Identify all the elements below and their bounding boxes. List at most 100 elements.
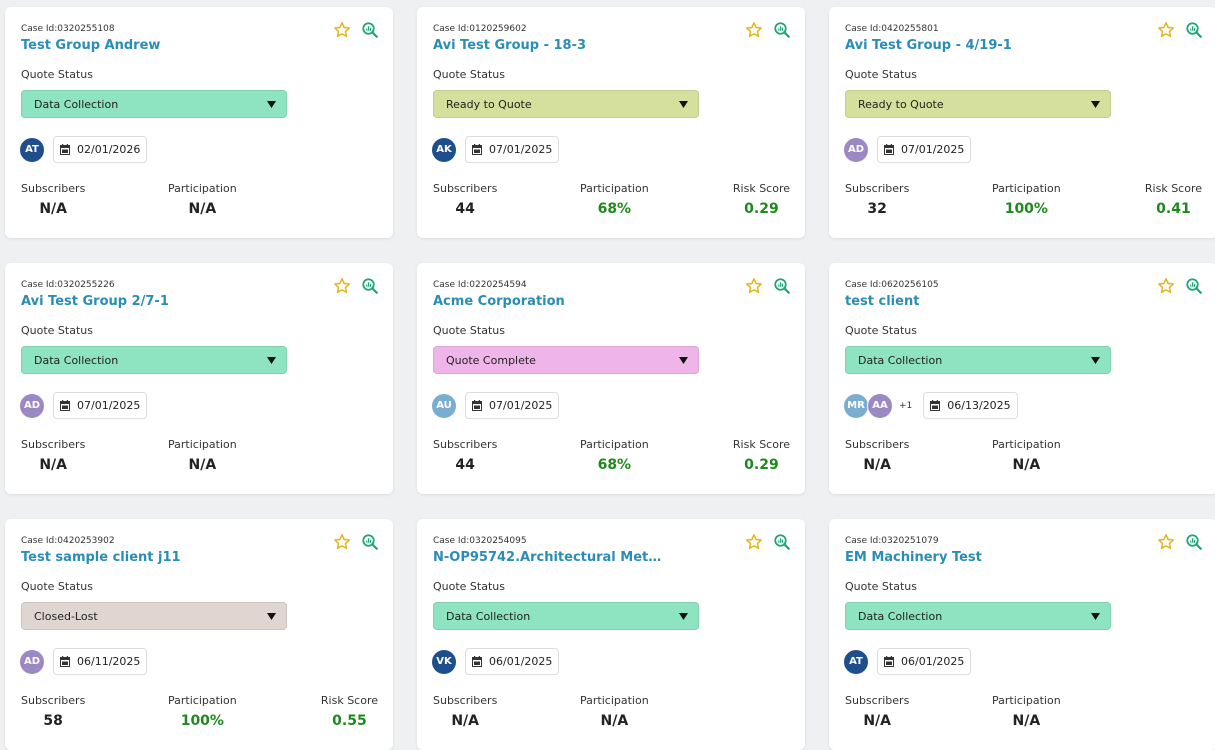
date-value: 06/13/2025 <box>947 399 1011 412</box>
analytics-search[interactable] <box>773 277 791 299</box>
date-picker[interactable]: 07/01/2025 <box>465 136 560 163</box>
quote-status-dropdown[interactable]: Closed-Lost <box>21 602 287 630</box>
metric-label: Subscribers <box>845 182 910 195</box>
analytics-search[interactable] <box>1185 21 1203 43</box>
metric: Participation N/A <box>992 438 1061 473</box>
case-title[interactable]: test client <box>845 294 920 309</box>
date-picker[interactable]: 02/01/2026 <box>53 136 148 163</box>
case-title[interactable]: Test Group Andrew <box>21 38 161 53</box>
metric-label: Subscribers <box>433 438 498 451</box>
quote-status-dropdown[interactable]: Data Collection <box>21 90 287 118</box>
favorite-star[interactable] <box>1157 21 1175 43</box>
card-actions <box>1157 21 1203 43</box>
quote-status-value: Closed-Lost <box>34 609 98 623</box>
date-picker[interactable]: 06/01/2025 <box>877 648 972 675</box>
assignee-row: VK 06/01/2025 <box>431 648 560 675</box>
quote-status-dropdown[interactable]: Data Collection <box>845 346 1111 374</box>
case-title[interactable]: N-OP95742.Architectural Met… <box>433 550 662 565</box>
favorite-star[interactable] <box>745 277 763 299</box>
case-id: Case Id:0120259602 <box>433 24 527 34</box>
date-picker[interactable]: 07/01/2025 <box>465 392 560 419</box>
metric-value: N/A <box>863 713 891 729</box>
assignee-row: AT 06/01/2025 <box>843 648 972 675</box>
case-card: Case Id:0320251079 EM Machinery Test Quote… <box>829 519 1215 750</box>
metric-label: Subscribers <box>21 694 86 707</box>
favorite-star[interactable] <box>1157 533 1175 555</box>
card-actions <box>333 533 379 555</box>
quote-status-dropdown[interactable]: Data Collection <box>21 346 287 374</box>
metric-label: Participation <box>168 438 237 451</box>
metric-value: 44 <box>455 201 475 217</box>
metric: Participation N/A <box>168 182 237 217</box>
quote-status-dropdown[interactable]: Data Collection <box>433 602 699 630</box>
case-title[interactable]: Avi Test Group 2/7-1 <box>21 294 169 309</box>
metric: Subscribers N/A <box>845 438 909 473</box>
card-actions <box>745 277 791 299</box>
metric: Participation N/A <box>992 694 1061 729</box>
case-title[interactable]: Avi Test Group - 4/19-1 <box>845 38 1012 53</box>
card-actions <box>745 21 791 43</box>
favorite-star[interactable] <box>1157 277 1175 299</box>
avatar: AD <box>843 136 869 163</box>
metric-value: N/A <box>188 201 217 217</box>
avatar: AD <box>19 392 45 419</box>
analytics-search[interactable] <box>773 533 791 555</box>
case-id: Case Id:0220254594 <box>433 280 527 290</box>
date-picker[interactable]: 07/01/2025 <box>53 392 148 419</box>
quote-status-dropdown[interactable]: Ready to Quote <box>845 90 1111 118</box>
assignee-row: AD 07/01/2025 <box>19 392 148 419</box>
quote-status-dropdown[interactable]: Quote Complete <box>433 346 699 374</box>
case-title[interactable]: Acme Corporation <box>433 294 565 309</box>
metric: Participation 100% <box>168 694 237 729</box>
quote-status-dropdown[interactable]: Data Collection <box>845 602 1111 630</box>
metric: Risk Score 0.41 <box>1145 182 1202 217</box>
dropdown-arrow <box>679 101 688 108</box>
case-title[interactable]: Avi Test Group - 18-3 <box>433 38 587 53</box>
assignee-row: AT 02/01/2026 <box>19 136 148 163</box>
date-picker[interactable]: 06/13/2025 <box>923 392 1018 419</box>
analytics-search[interactable] <box>773 21 791 43</box>
metric-label: Subscribers <box>845 694 910 707</box>
favorite-star[interactable] <box>333 277 351 299</box>
case-title[interactable]: Test sample client j11 <box>21 550 181 565</box>
card-actions <box>333 277 379 299</box>
date-value: 07/01/2025 <box>901 143 965 156</box>
date-value: 07/01/2025 <box>489 143 553 156</box>
analytics-search[interactable] <box>1185 277 1203 299</box>
metric-value: 0.29 <box>744 201 779 217</box>
metric-value: N/A <box>1012 713 1041 729</box>
favorite-star[interactable] <box>333 21 351 43</box>
case-card: Case Id:0320255108 Test Group Andrew Quote… <box>5 7 393 238</box>
case-title[interactable]: EM Machinery Test <box>845 550 982 565</box>
favorite-star[interactable] <box>745 533 763 555</box>
quote-status-dropdown[interactable]: Ready to Quote <box>433 90 699 118</box>
metric-value: 68% <box>597 201 632 217</box>
quote-status-label: Quote Status <box>21 68 93 81</box>
metric: Subscribers N/A <box>21 438 85 473</box>
favorite-star[interactable] <box>745 21 763 43</box>
favorite-star[interactable] <box>333 533 351 555</box>
metric-value: 68% <box>597 457 632 473</box>
quote-status-label: Quote Status <box>433 324 505 337</box>
metric: Participation N/A <box>580 694 649 729</box>
analytics-search[interactable] <box>361 277 379 299</box>
date-picker[interactable]: 06/01/2025 <box>465 648 560 675</box>
metric: Participation 68% <box>580 182 649 217</box>
quote-status-label: Quote Status <box>845 580 917 593</box>
dropdown-arrow <box>267 101 276 108</box>
card-actions <box>745 533 791 555</box>
avatar: AD <box>19 648 45 675</box>
avatar: AU <box>431 392 457 419</box>
dropdown-arrow <box>267 357 276 364</box>
metric-label: Subscribers <box>21 438 86 451</box>
metric-label: Subscribers <box>845 438 910 451</box>
analytics-search[interactable] <box>1185 533 1203 555</box>
analytics-search[interactable] <box>361 533 379 555</box>
case-card: Case Id:0320254095 N-OP95742.Architectura… <box>417 519 805 750</box>
quote-status-value: Data Collection <box>446 609 531 623</box>
date-picker[interactable]: 07/01/2025 <box>877 136 972 163</box>
metric-label: Risk Score <box>320 694 378 707</box>
analytics-search[interactable] <box>361 21 379 43</box>
metric: Participation 100% <box>992 182 1061 217</box>
date-picker[interactable]: 06/11/2025 <box>53 648 148 675</box>
